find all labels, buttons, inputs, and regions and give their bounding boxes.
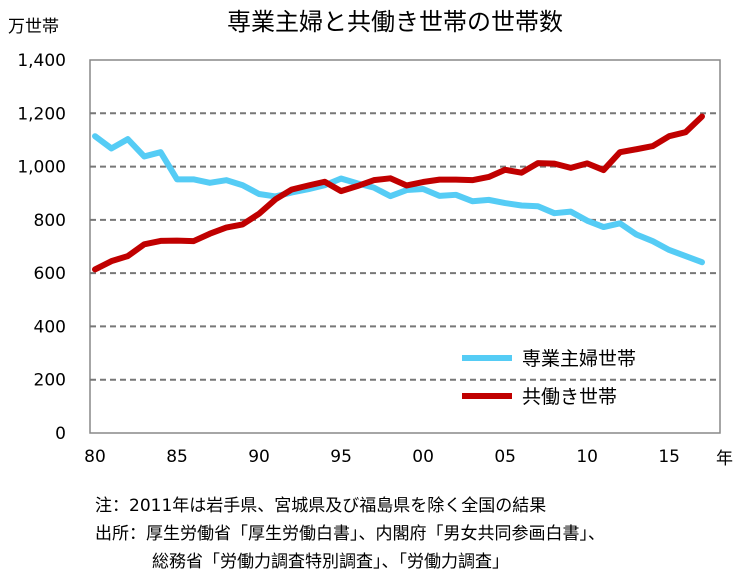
- y-tick-label: 1,000: [17, 158, 66, 178]
- y-tick-label: 0: [55, 424, 66, 444]
- x-tick-label: 95: [330, 447, 352, 467]
- x-tick-label: 85: [166, 447, 188, 467]
- series-line-0: [92, 133, 705, 266]
- series-line-1: [92, 113, 705, 273]
- legend-label: 共働き世帯: [522, 386, 617, 408]
- y-tick-label: 1,200: [17, 104, 66, 124]
- legend-label: 専業主婦世帯: [522, 348, 636, 370]
- x-tick-label: 90: [248, 447, 270, 467]
- plot-area: [89, 59, 721, 434]
- x-tick-label: 00: [412, 447, 434, 467]
- x-tick-label: 10: [576, 447, 598, 467]
- y-axis-label: 万世帯: [8, 17, 59, 37]
- y-tick-label: 400: [34, 317, 66, 337]
- y-tick-label: 1,400: [17, 51, 66, 71]
- note-line-1: 注：2011年は岩手県、宮城県及び福島県を除く全国の結果: [95, 496, 547, 516]
- y-tick-label: 800: [34, 211, 66, 231]
- x-tick-label: 80: [84, 447, 106, 467]
- x-axis-label: 年: [716, 449, 733, 469]
- x-tick-label: 05: [494, 447, 516, 467]
- note-line-3: 総務省「労働力調査特別調査」、「労働力調査」: [152, 552, 509, 572]
- x-tick-label: 15: [658, 447, 680, 467]
- note-line-2: 出所：厚生労働省「厚生労働白書」、内閣府「男女共同参画白書」、: [95, 524, 605, 544]
- y-tick-label: 200: [34, 371, 66, 391]
- chart-title: 専業主婦と共働き世帯の世帯数: [227, 8, 563, 36]
- y-tick-label: 600: [34, 264, 66, 284]
